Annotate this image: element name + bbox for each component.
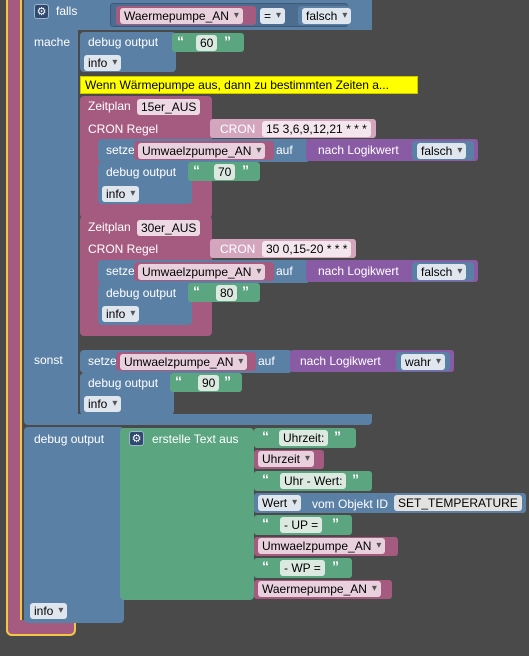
condition-variable-dropdown[interactable]: Waermepumpe_AN — [120, 8, 243, 24]
quote-open-icon: “ — [175, 373, 182, 389]
bool-value-dropdown[interactable]: falsch — [417, 143, 467, 159]
bool-value-dropdown[interactable]: wahr — [401, 354, 446, 370]
condition-value-dropdown[interactable]: falsch — [302, 8, 352, 24]
text-value[interactable]: - WP = — [280, 560, 325, 576]
cron-label: CRON — [220, 122, 256, 136]
cron-rule-label: CRON Regel — [88, 242, 159, 256]
debug-output-label: debug output — [34, 432, 105, 446]
text-value[interactable]: Uhrzeit: — [279, 430, 329, 446]
property-dropdown[interactable]: Wert — [258, 495, 302, 511]
schedule-name-field[interactable]: 30er_AUS — [137, 220, 201, 236]
quote-close-icon: ” — [224, 373, 231, 389]
log-level-dropdown[interactable]: info — [84, 55, 122, 71]
quote-open-icon: “ — [262, 471, 269, 487]
comment-bubble[interactable]: Wenn Wärmepumpe aus, dann zu bestimmten … — [80, 76, 418, 94]
quote-close-icon: ” — [352, 471, 359, 487]
cron-expression-field[interactable]: 30 0,15-20 * * * — [262, 241, 352, 257]
variable-dropdown[interactable]: Waermepumpe_AN — [258, 581, 381, 597]
quote-open-icon: “ — [193, 162, 200, 178]
text-value[interactable]: 60 — [196, 35, 218, 51]
text-value[interactable]: 70 — [214, 164, 236, 180]
set-label: setze — [106, 264, 135, 278]
quote-close-icon: ” — [224, 33, 231, 49]
selected-block-outline — [6, 0, 22, 636]
else-label: sonst — [34, 353, 63, 367]
quote-close-icon: ” — [242, 283, 249, 299]
set-variable-dropdown[interactable]: Umwaelzpumpe_AN — [138, 264, 266, 280]
log-level-dropdown[interactable]: info — [102, 186, 140, 202]
quote-open-icon: “ — [262, 515, 269, 531]
quote-close-icon: ” — [334, 428, 341, 444]
object-id-field[interactable]: SET_TEMPERATURE — [394, 495, 522, 511]
schedule-label: Zeitplan — [88, 99, 131, 113]
text-join-label: erstelle Text aus — [152, 432, 239, 446]
debug-output-block-main[interactable] — [24, 427, 124, 623]
text-value[interactable]: - UP = — [280, 517, 323, 533]
bool-value-dropdown[interactable]: falsch — [417, 264, 467, 280]
set-variable-dropdown[interactable]: Umwaelzpumpe_AN — [120, 354, 248, 370]
bool-cast-label: nach Logikwert — [318, 143, 399, 157]
debug-output-label: debug output — [106, 286, 177, 300]
log-level-dropdown[interactable]: info — [30, 603, 68, 619]
variable-dropdown[interactable]: Uhrzeit — [258, 451, 315, 467]
to-label: auf — [258, 354, 275, 368]
gear-icon[interactable]: ⚙ — [129, 431, 144, 446]
quote-open-icon: “ — [262, 428, 269, 444]
quote-open-icon: “ — [262, 558, 269, 574]
debug-output-label: debug output — [88, 35, 159, 49]
quote-open-icon: “ — [177, 33, 184, 49]
bool-cast-label: nach Logikwert — [300, 354, 381, 368]
schedule-label: Zeitplan — [88, 220, 131, 234]
text-value[interactable]: 90 — [198, 375, 220, 391]
object-id-label: vom Objekt ID — [312, 497, 389, 511]
cron-expression-field[interactable]: 15 3,6,9,12,21 * * * — [262, 121, 371, 137]
log-level-dropdown[interactable]: info — [102, 306, 140, 322]
selected-block-bottom — [6, 620, 76, 636]
gear-icon[interactable]: ⚙ — [34, 4, 49, 19]
cron-label: CRON — [220, 242, 256, 256]
quote-close-icon: ” — [242, 162, 249, 178]
to-label: auf — [276, 143, 293, 157]
bool-cast-label: nach Logikwert — [318, 264, 399, 278]
debug-output-label: debug output — [106, 165, 177, 179]
quote-close-icon: ” — [332, 515, 339, 531]
then-label: mache — [34, 35, 71, 49]
log-level-dropdown[interactable]: info — [84, 396, 122, 412]
if-label: falls — [56, 4, 78, 18]
schedule-name-field[interactable]: 15er_AUS — [137, 99, 201, 115]
debug-output-label: debug output — [88, 376, 159, 390]
text-join-block[interactable] — [120, 428, 254, 600]
set-label: setze — [88, 354, 117, 368]
set-variable-dropdown[interactable]: Umwaelzpumpe_AN — [138, 143, 266, 159]
variable-dropdown[interactable]: Umwaelzpumpe_AN — [258, 538, 386, 554]
text-value[interactable]: Uhr - Wert: — [280, 473, 347, 489]
set-label: setze — [106, 143, 135, 157]
quote-open-icon: “ — [193, 283, 200, 299]
quote-close-icon: ” — [332, 558, 339, 574]
to-label: auf — [276, 264, 293, 278]
cron-rule-label: CRON Regel — [88, 122, 159, 136]
condition-operator-dropdown[interactable]: = — [260, 8, 286, 24]
text-value[interactable]: 80 — [216, 285, 238, 301]
